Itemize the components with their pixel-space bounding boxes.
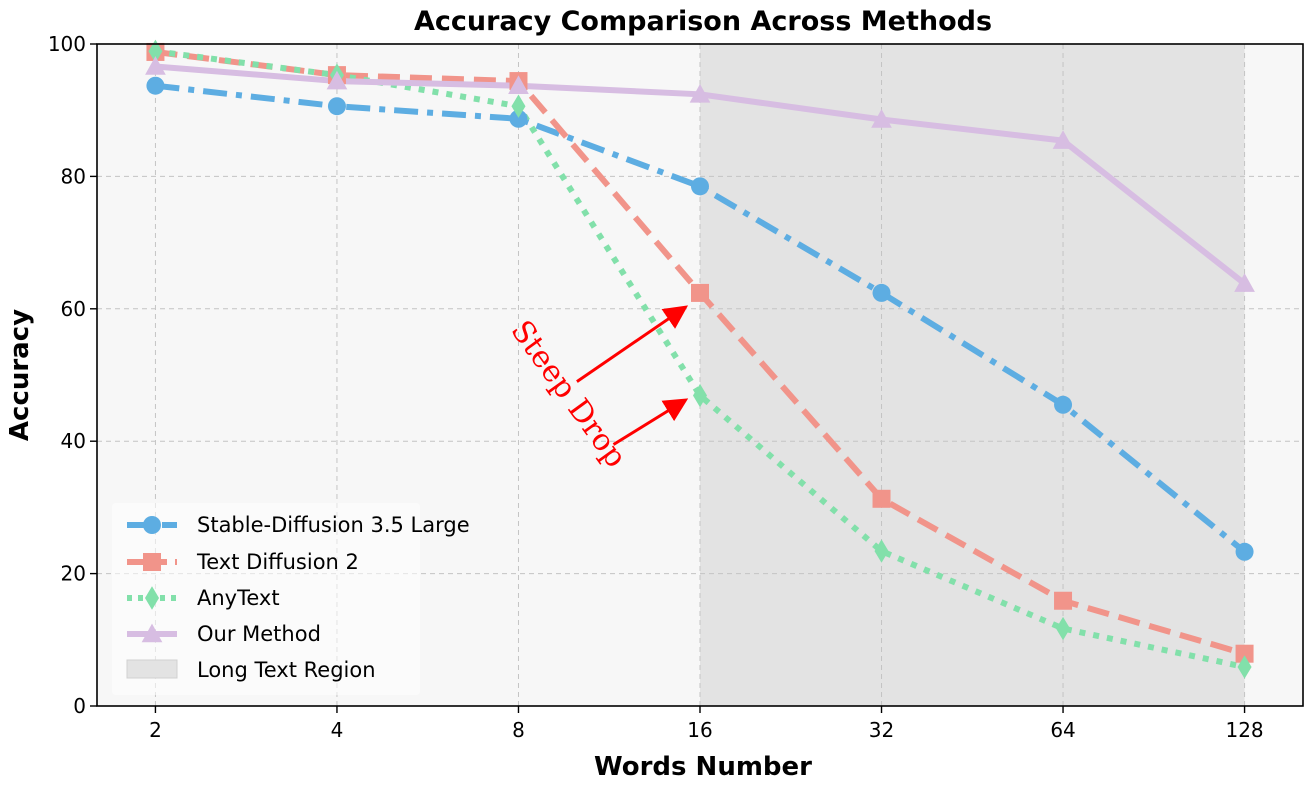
x-tick-label-6: 128 <box>1225 718 1263 742</box>
series-3-point-5 <box>1056 616 1071 641</box>
legend-label-region: Long Text Region <box>197 658 376 682</box>
series-4-point-5 <box>1052 130 1074 149</box>
series-1-point-6 <box>1235 542 1254 561</box>
legend-label-series-4: Our Method <box>197 622 321 646</box>
series-4-point-3 <box>689 83 711 103</box>
long-text-region <box>700 44 1245 706</box>
x-tick-label-3: 16 <box>687 718 712 742</box>
series-2-point-4 <box>872 489 891 508</box>
series-3-point-0 <box>148 39 163 63</box>
annotation-arrow-2 <box>612 398 689 446</box>
legend-label-series-3: AnyText <box>197 586 280 610</box>
axis-ticks: 2 4 8 16 32 64 128 0 20 40 60 80 100 <box>48 32 1264 742</box>
series-1-point-3 <box>691 177 709 196</box>
x-tick-label-2: 8 <box>512 718 525 742</box>
y-tick-label-3: 60 <box>61 297 86 321</box>
legend-label-series-1: Stable-Diffusion 3.5 Large <box>197 513 470 537</box>
series-4-point-6 <box>1234 273 1255 292</box>
legend-marker-1 <box>143 516 161 534</box>
series-2-point-3 <box>691 283 709 302</box>
y-tick-label-1: 20 <box>61 562 86 586</box>
x-tick-label-0: 2 <box>149 718 162 742</box>
legend-swatch-region <box>126 659 178 679</box>
series-1-point-0 <box>146 76 165 95</box>
x-tick-label-5: 64 <box>1050 718 1075 742</box>
y-tick-label-5: 100 <box>48 32 86 56</box>
series-1-point-2 <box>509 109 528 128</box>
series-3-point-3 <box>692 383 708 408</box>
series-3-point-6 <box>1237 655 1252 679</box>
series-4-point-0 <box>145 56 166 75</box>
series-1-point-5 <box>1054 395 1073 414</box>
legend-marker-4 <box>141 623 163 643</box>
x-tick-label-4: 32 <box>869 718 894 742</box>
legend: Stable-Diffusion 3.5 Large Text Diffusio… <box>112 503 470 695</box>
steep-drop-arrows <box>576 305 689 446</box>
annotation-arrow-1 <box>576 305 689 383</box>
legend-box <box>112 503 420 695</box>
y-tick-label-2: 40 <box>61 429 86 453</box>
y-tick-label-0: 0 <box>73 694 86 718</box>
series-4-point-1 <box>326 70 348 90</box>
series-2-point-5 <box>1054 591 1073 610</box>
series-3-point-2 <box>511 94 526 118</box>
legend-marker-2 <box>143 553 161 571</box>
series-2-point-6 <box>1235 644 1254 663</box>
y-axis-label: Accuracy <box>5 309 35 441</box>
series-1-point-4 <box>872 283 891 302</box>
y-tick-label-4: 80 <box>61 164 86 188</box>
series-3-point-4 <box>874 539 889 563</box>
series-4-point-4 <box>871 109 892 128</box>
x-axis-label: Words Number <box>594 752 812 782</box>
legend-marker-3 <box>144 586 160 610</box>
x-tick-label-1: 4 <box>331 718 344 742</box>
series-markers <box>145 39 1255 679</box>
series-1-point-1 <box>327 97 346 116</box>
chart-title: Accuracy Comparison Across Methods <box>414 6 992 37</box>
legend-label-series-2: Text Diffusion 2 <box>196 550 359 574</box>
series-4-point-2 <box>508 75 529 94</box>
